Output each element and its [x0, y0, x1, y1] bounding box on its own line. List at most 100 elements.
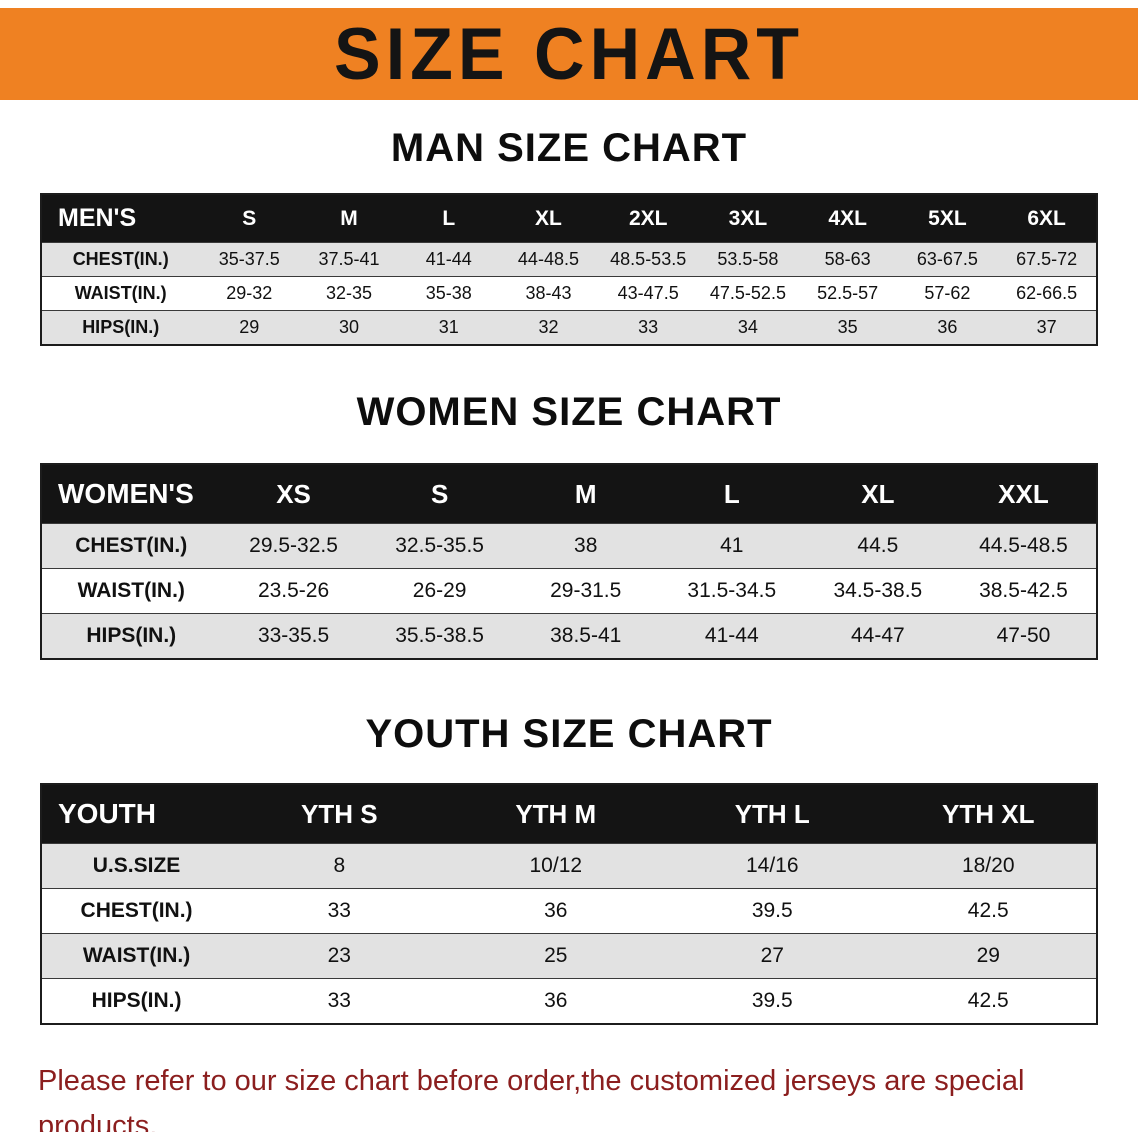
- table-group-label: MEN'S: [41, 194, 200, 243]
- women-size-chart-title: WOMEN SIZE CHART: [356, 390, 782, 434]
- measurement-value: 34.5-38.5: [833, 579, 923, 602]
- measurement-value: 26-29: [412, 579, 467, 602]
- measurement-value: 36: [544, 899, 568, 922]
- measurement-value: 31.5-34.5: [687, 579, 777, 602]
- table-row: WAIST(IN.) 29-32 32-35 35-38 38-43 43-47.5 47.…: [41, 276, 1097, 311]
- measurement-value: 48.5-53.5: [610, 249, 687, 269]
- banner-title: SIZE CHART: [334, 13, 804, 95]
- measurement-value: 44.5: [857, 534, 899, 557]
- measurement-value: 27: [760, 944, 784, 967]
- measurement-value: 30: [338, 317, 359, 337]
- size-column-header: YTH XL: [880, 784, 1097, 844]
- measurement-value: 67.5-72: [1016, 249, 1078, 269]
- table-row: HIPS(IN.) 33 36 39.5 42.5: [41, 978, 1097, 1024]
- measurement-value: 53.5-58: [717, 249, 779, 269]
- table-row: WAIST(IN.) 23 25 27 29: [41, 933, 1097, 979]
- size-column-header: 6XL: [997, 194, 1097, 243]
- size-column-header: XS: [220, 464, 367, 524]
- measurement-value: 47-50: [996, 624, 1051, 647]
- table-row: CHEST(IN.) 33 36 39.5 42.5: [41, 888, 1097, 934]
- measurement-value: 44.5-48.5: [979, 534, 1068, 557]
- measurement-label: U.S.SIZE: [92, 854, 181, 877]
- measurement-value: 37: [1036, 317, 1057, 337]
- banner: SIZE CHART: [0, 8, 1138, 100]
- measurement-value: 38: [574, 534, 598, 557]
- measurement-value: 32: [538, 317, 559, 337]
- youth-size-table: YOUTH YTH S YTH M YTH L YTH XL U.S.SIZE 8 10/12…: [40, 783, 1098, 1025]
- size-column-header: YTH S: [231, 784, 448, 844]
- measurement-value: 32-35: [325, 283, 373, 303]
- measurement-value: 38.5-42.5: [979, 579, 1068, 602]
- measurement-value: 44-47: [851, 624, 905, 647]
- mens-size-table: MEN'S S M L XL 2XL 3XL 4XL 5XL 6XL CHEST(IN.) 35-37…: [40, 193, 1098, 346]
- measurement-label: CHEST(IN.): [75, 534, 188, 557]
- measurement-value: 41: [720, 534, 744, 557]
- measurement-value: 14/16: [745, 854, 799, 877]
- measurement-value: 33: [638, 317, 659, 337]
- measurement-value: 33: [327, 989, 351, 1012]
- measurement-value: 35.5-38.5: [395, 624, 484, 647]
- measurement-value: 47.5-52.5: [709, 283, 786, 303]
- measurement-value: 23: [327, 944, 351, 967]
- measurement-value: 38-43: [525, 283, 572, 303]
- size-column-header: 5XL: [897, 194, 998, 243]
- size-column-header: 4XL: [797, 194, 898, 243]
- measurement-value: 8: [333, 854, 346, 877]
- measurement-value: 29.5-32.5: [249, 534, 338, 557]
- size-column-header: M: [299, 194, 399, 243]
- measurement-value: 43-47.5: [617, 283, 679, 303]
- measurement-value: 36: [937, 317, 958, 337]
- measurement-value: 57-62: [924, 283, 971, 303]
- size-column-header: XL: [498, 194, 599, 243]
- measurement-label: WAIST(IN.): [82, 944, 191, 967]
- measurement-value: 29: [239, 317, 260, 337]
- table-row: WAIST(IN.) 23.5-26 26-29 29-31.5 31.5-34.5 34…: [41, 568, 1097, 614]
- size-column-header: 2XL: [598, 194, 699, 243]
- size-column-header: XL: [804, 464, 951, 524]
- table-row: CHEST(IN.) 29.5-32.5 32.5-35.5 38 41 44.5 44.5…: [41, 523, 1097, 569]
- measurement-value: 10/12: [529, 854, 583, 877]
- measurement-label: WAIST(IN.): [77, 579, 185, 602]
- measurement-label: HIPS(IN.): [82, 317, 160, 337]
- measurement-value: 33-35.5: [257, 624, 330, 647]
- measurement-value: 41-44: [704, 624, 759, 647]
- measurement-value: 41-44: [425, 249, 472, 269]
- measurement-value: 36: [544, 989, 568, 1012]
- measurement-value: 35-37.5: [218, 249, 280, 269]
- measurement-value: 23.5-26: [257, 579, 330, 602]
- measurement-label: CHEST(IN.): [72, 249, 169, 269]
- measurement-value: 42.5: [967, 989, 1009, 1012]
- measurement-value: 29-32: [226, 283, 273, 303]
- table-header-row: YOUTH YTH S YTH M YTH L YTH XL: [41, 784, 1097, 844]
- table-header-row: MEN'S S M L XL 2XL 3XL 4XL 5XL 6XL: [41, 194, 1097, 243]
- size-column-header: YTH M: [447, 784, 665, 844]
- womens-size-table: WOMEN'S XS S M L XL XXL CHEST(IN.) 29.5-32.5 32.5…: [40, 463, 1098, 660]
- man-size-chart-title: MAN SIZE CHART: [390, 126, 748, 170]
- measurement-value: 58-63: [824, 249, 871, 269]
- size-column-header: L: [398, 194, 499, 243]
- measurement-label: CHEST(IN.): [80, 899, 193, 922]
- table-header-row: WOMEN'S XS S M L XL XXL: [41, 464, 1097, 524]
- measurement-value: 39.5: [751, 989, 793, 1012]
- measurement-value: 42.5: [967, 899, 1009, 922]
- size-column-header: L: [658, 464, 805, 524]
- size-column-header: M: [512, 464, 659, 524]
- measurement-value: 39.5: [751, 899, 793, 922]
- measurement-value: 62-66.5: [1016, 283, 1078, 303]
- measurement-value: 63-67.5: [916, 249, 978, 269]
- footer-note: Please refer to our size chart before or…: [38, 1059, 1100, 1132]
- measurement-value: 38.5-41: [550, 624, 622, 647]
- table-group-label: YOUTH: [41, 784, 232, 844]
- measurement-label: HIPS(IN.): [91, 989, 182, 1012]
- table-row: HIPS(IN.) 33-35.5 35.5-38.5 38.5-41 41-44 44-…: [41, 613, 1097, 659]
- measurement-value: 34: [737, 317, 758, 337]
- measurement-value: 29: [976, 944, 1000, 967]
- measurement-label: WAIST(IN.): [74, 283, 167, 303]
- table-group-label: WOMEN'S: [41, 464, 221, 524]
- measurement-label: HIPS(IN.): [86, 624, 177, 647]
- measurement-value: 29-31.5: [550, 579, 622, 602]
- measurement-value: 25: [544, 944, 568, 967]
- measurement-value: 32.5-35.5: [395, 534, 484, 557]
- youth-size-chart-title: YOUTH SIZE CHART: [365, 712, 773, 756]
